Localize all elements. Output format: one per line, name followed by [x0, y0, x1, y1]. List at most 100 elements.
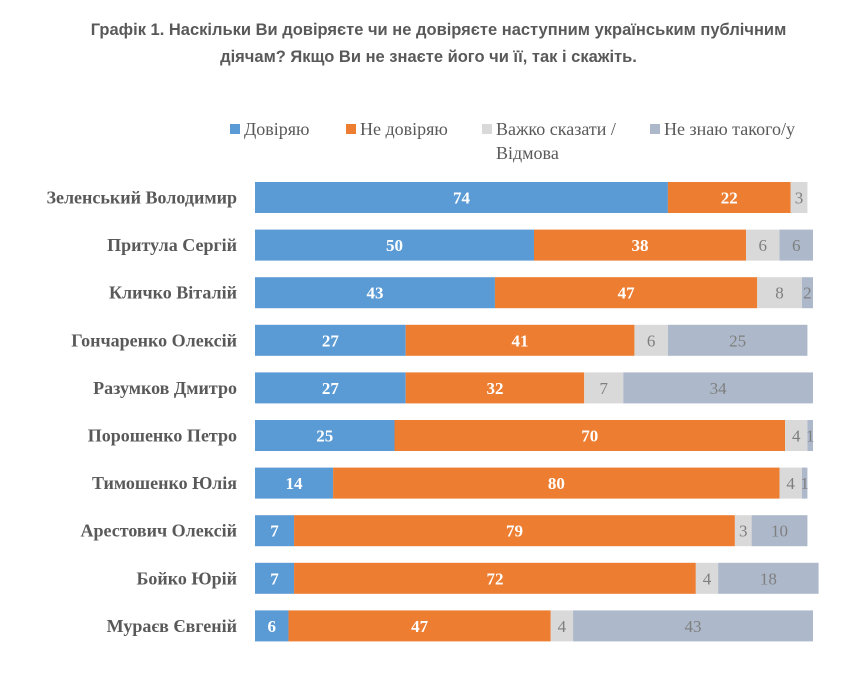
data-label: 6 [267, 617, 276, 636]
legend-label-hard-to-say-line-2: Відмова [496, 143, 559, 163]
bar-segment-distrust [534, 229, 747, 261]
bar-row: Гончаренко Олексій 27 41 6 25 [71, 324, 808, 356]
category-label: Зеленський Володимир [46, 188, 237, 208]
data-label: 25 [729, 331, 746, 350]
data-label: 4 [703, 569, 712, 588]
bar-row: Зеленський Володимир 74 22 3 [46, 182, 808, 213]
data-label: 43 [366, 284, 383, 303]
bar-segment-hard-to-say [757, 277, 802, 309]
bar-row: Кличко Віталій 43 47 8 2 [109, 277, 813, 309]
bar-segment-dont-know [667, 324, 808, 356]
bar-segment-distrust [405, 324, 635, 356]
bar-segment-hard-to-say [734, 515, 752, 547]
data-label: 6 [759, 236, 768, 255]
legend-label-distrust: Не довіряю [360, 119, 448, 139]
bar-segment-dont-know [801, 277, 813, 309]
data-label: 79 [506, 522, 523, 541]
bar-segment-dont-know [573, 610, 813, 642]
data-label: 1 [800, 474, 809, 493]
data-label: 47 [411, 617, 429, 636]
bar-segment-dont-know [801, 467, 808, 499]
bar-segment-hard-to-say [695, 562, 719, 594]
bar-row: Арестович Олексій 7 79 3 10 [81, 515, 808, 547]
bar-segment-dont-know [807, 420, 813, 451]
bar-row: Разумков Дмитро 27 32 7 34 [93, 372, 813, 404]
data-label: 7 [270, 522, 279, 541]
data-label: 1 [806, 427, 815, 446]
legend-label-trust: Довіряю [244, 119, 310, 139]
data-label: 38 [632, 236, 649, 255]
bar-segment-trust [255, 324, 406, 356]
legend-item-dont-know: Не знаю такого/у [650, 117, 795, 141]
bar-row: Порошенко Петро 25 70 4 1 [88, 420, 815, 451]
data-label: 34 [710, 379, 728, 398]
bar-segment-trust [255, 372, 406, 404]
data-label: 72 [486, 569, 503, 588]
data-label: 10 [771, 522, 788, 541]
data-label: 4 [786, 474, 795, 493]
data-label: 50 [386, 236, 403, 255]
bar-segment-trust [255, 610, 289, 642]
bar-segment-hard-to-say [790, 182, 808, 213]
data-label: 27 [322, 331, 340, 350]
category-label: Тимошенко Юлія [92, 473, 237, 493]
category-label: Мураєв Євгеній [107, 616, 237, 636]
data-label: 22 [721, 189, 738, 208]
data-label: 41 [512, 331, 529, 350]
bar-segment-dont-know [779, 229, 813, 261]
bar-segment-hard-to-say [785, 420, 808, 451]
data-label: 43 [685, 617, 702, 636]
bar-segment-dont-know [751, 515, 808, 547]
bar-row: Мураєв Євгеній 6 47 4 43 [107, 610, 813, 642]
bar-row: Притула Сергій 50 38 6 6 [107, 229, 813, 261]
bar-segment-trust [255, 562, 295, 594]
chart-title-line-1: Графік 1. Наскільки Ви довіряєте чи не д… [90, 21, 787, 39]
data-label: 27 [322, 379, 340, 398]
bar-segment-hard-to-say [584, 372, 624, 404]
bar-segment-hard-to-say [746, 229, 780, 261]
data-label: 32 [486, 379, 503, 398]
data-label: 70 [581, 427, 598, 446]
data-label: 4 [792, 427, 801, 446]
legend-item-trust: Довіряю [230, 117, 310, 141]
bar-segment-distrust [333, 467, 780, 499]
data-label: 8 [775, 284, 784, 303]
data-label: 47 [618, 284, 636, 303]
bar-segment-hard-to-say [779, 467, 802, 499]
bar-segment-trust [255, 229, 534, 261]
category-label: Гончаренко Олексій [71, 330, 237, 350]
category-label: Арестович Олексій [81, 521, 237, 541]
bar-segment-distrust [294, 515, 735, 547]
data-label: 6 [792, 236, 801, 255]
bar-segment-hard-to-say [634, 324, 668, 356]
bar-segment-hard-to-say [550, 610, 574, 642]
legend-swatch-distrust [346, 124, 356, 134]
legend-item-hard-to-say: Важко сказати / Відмова [482, 117, 616, 165]
bar-segment-trust [255, 515, 295, 547]
data-label: 7 [600, 379, 609, 398]
bar-segment-trust [255, 182, 668, 213]
bar-segment-trust [255, 420, 395, 451]
category-label: Разумков Дмитро [93, 378, 237, 398]
bar-segment-dont-know [623, 372, 813, 404]
data-label: 14 [286, 474, 304, 493]
bar-segment-distrust [288, 610, 551, 642]
data-label: 3 [739, 522, 748, 541]
bar-segment-trust [255, 467, 334, 499]
data-label: 7 [270, 569, 279, 588]
legend-label-dont-know: Не знаю такого/у [664, 119, 796, 139]
legend-swatch-trust [230, 124, 240, 134]
category-label: Притула Сергій [107, 235, 237, 255]
legend-swatch-dont-know [650, 124, 660, 134]
data-label: 25 [316, 427, 333, 446]
legend-label-hard-to-say: Важко сказати / [496, 119, 616, 139]
bar-segment-trust [255, 277, 495, 309]
data-label: 3 [795, 189, 804, 208]
data-label: 2 [803, 284, 812, 303]
legend-swatch-hard-to-say [482, 124, 492, 134]
bar-segment-distrust [494, 277, 758, 309]
data-label: 74 [453, 189, 471, 208]
bar-row: Тимошенко Юлія 14 80 4 1 [92, 467, 809, 499]
bar-segment-distrust [667, 182, 791, 213]
bar-row: Бойко Юрій 7 72 4 18 [136, 562, 819, 594]
